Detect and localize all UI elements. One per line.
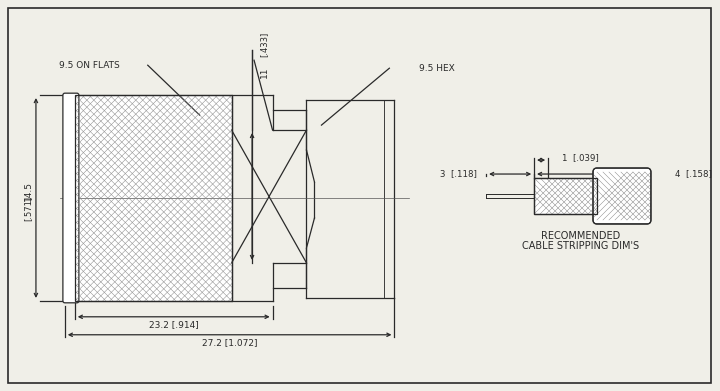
Text: 4  [.158]: 4 [.158] (675, 170, 712, 179)
Text: 9.5 ON FLATS: 9.5 ON FLATS (59, 61, 120, 70)
Bar (534, 178, 597, 214)
Bar (534, 178, 597, 214)
Bar (75, 95, 232, 301)
Bar (75, 95, 232, 301)
Text: [.571]: [.571] (24, 196, 32, 221)
Text: 3  [.118]: 3 [.118] (440, 170, 477, 179)
FancyBboxPatch shape (63, 93, 79, 303)
Text: 9.5 HEX: 9.5 HEX (419, 64, 455, 73)
Text: 1  [.039]: 1 [.039] (562, 154, 598, 163)
FancyBboxPatch shape (593, 168, 651, 224)
Text: 27.2 [1.072]: 27.2 [1.072] (202, 338, 257, 347)
Text: [.433]: [.433] (260, 32, 269, 57)
Text: CABLE STRIPPING DIM'S: CABLE STRIPPING DIM'S (523, 241, 639, 251)
Text: RECOMMENDED: RECOMMENDED (541, 231, 621, 241)
Text: 14.5: 14.5 (24, 181, 32, 201)
Text: 23.2 [.914]: 23.2 [.914] (149, 320, 199, 329)
Text: 11: 11 (260, 66, 269, 78)
